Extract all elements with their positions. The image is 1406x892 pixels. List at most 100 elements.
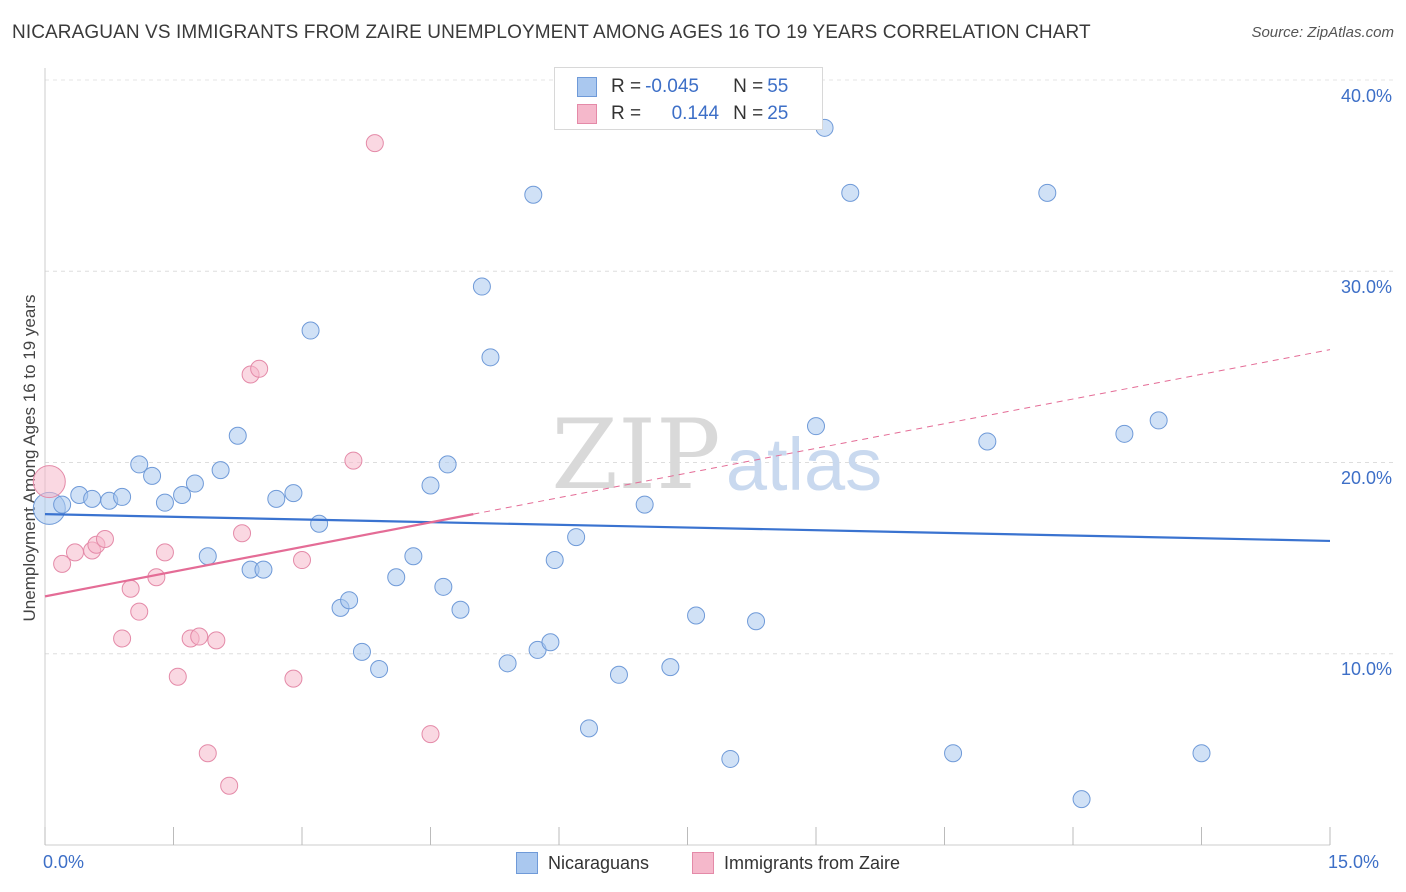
point-zaire[interactable] [250,359,269,378]
point-zaire[interactable] [233,524,252,543]
point-nicaraguans[interactable] [185,474,204,493]
point-nicaraguans[interactable] [481,348,500,367]
point-nicaraguans[interactable] [635,495,654,514]
point-nicaraguans[interactable] [370,660,389,679]
series-legend: Nicaraguans Immigrants from Zaire [0,852,1406,878]
n-label: N = [733,76,764,97]
point-zaire[interactable] [65,543,84,562]
legend-swatch-blue [516,852,538,874]
y-tick-label-20: 20.0% [1340,468,1392,488]
point-nicaraguans[interactable] [228,426,247,445]
point-zaire[interactable] [95,530,114,548]
point-nicaraguans[interactable] [387,568,406,587]
chart-title: NICARAGUAN VS IMMIGRANTS FROM ZAIRE UNEM… [12,22,1091,43]
point-nicaraguans[interactable] [155,493,174,512]
point-nicaraguans[interactable] [841,183,860,202]
point-nicaraguans[interactable] [944,744,963,763]
point-nicaraguans[interactable] [284,484,303,503]
point-zaire[interactable] [207,631,226,650]
stats-legend-row-zaire: R = 0.144 N = 25 [577,102,788,126]
trend-line-zaire [44,513,474,598]
point-zaire[interactable] [293,551,311,570]
point-nicaraguans[interactable] [198,547,217,566]
point-nicaraguans[interactable] [567,528,586,547]
point-nicaraguans[interactable] [130,455,149,474]
point-nicaraguans[interactable] [1149,411,1168,430]
point-nicaraguans[interactable] [421,476,440,495]
point-nicaraguans[interactable] [1115,424,1134,443]
point-zaire[interactable] [421,725,440,744]
point-nicaraguans[interactable] [541,633,560,652]
point-zaire[interactable] [168,667,187,686]
y-tick-label-10: 10.0% [1340,659,1392,679]
y-tick-label-30: 30.0% [1340,277,1392,297]
legend-item-nicaraguans[interactable]: Nicaraguans [516,852,649,874]
point-nicaraguans[interactable] [438,455,457,474]
r-label: R = [611,76,642,97]
n-value: 55 [767,76,789,97]
point-zaire[interactable] [220,776,239,795]
legend-swatch-pink [577,104,597,124]
point-nicaraguans[interactable] [301,321,320,340]
point-zaire[interactable] [284,669,303,688]
y-tick-label-40: 40.0% [1340,86,1392,106]
point-nicaraguans[interactable] [687,606,706,625]
point-nicaraguans[interactable] [1072,790,1091,809]
point-zaire[interactable] [32,465,66,499]
point-nicaraguans[interactable] [609,665,628,684]
trend-lines [44,349,1331,598]
point-zaire[interactable] [198,744,217,763]
point-zaire[interactable] [130,602,149,621]
trend-line-nicaraguans [44,513,1331,543]
point-nicaraguans[interactable] [340,591,359,610]
point-nicaraguans[interactable] [498,654,517,673]
point-nicaraguans[interactable] [661,658,680,677]
point-nicaraguans[interactable] [747,612,766,631]
point-zaire[interactable] [365,134,384,153]
point-zaire[interactable] [113,629,132,648]
stats-legend: R = -0.045 N = 55 R = 0.144 N = 25 [554,67,823,130]
point-nicaraguans[interactable] [524,185,543,204]
point-nicaraguans[interactable] [254,560,273,579]
point-nicaraguans[interactable] [451,600,470,619]
stats-legend-row-nicaraguans: R = -0.045 N = 55 [577,75,788,99]
point-nicaraguans[interactable] [83,489,102,508]
source-label: Source: ZipAtlas.com [1251,24,1394,41]
point-zaire[interactable] [190,627,209,646]
x-tick-label-min: 0.0% [43,852,85,872]
legend-label-zaire: Immigrants from Zaire [724,852,901,873]
point-nicaraguans[interactable] [404,547,423,566]
point-nicaraguans[interactable] [143,466,162,485]
point-nicaraguans[interactable] [173,486,192,505]
legend-swatch-blue [577,77,597,97]
r-value: -0.045 [645,76,699,97]
r-value: 0.144 [671,103,720,124]
point-nicaraguans[interactable] [310,514,329,533]
point-nicaraguans[interactable] [978,432,997,451]
point-nicaraguans[interactable] [267,489,286,508]
point-nicaraguans[interactable] [807,417,825,436]
point-nicaraguans[interactable] [211,461,230,480]
point-nicaraguans[interactable] [53,495,72,514]
point-nicaraguans[interactable] [1192,744,1211,763]
trend-line-zaire-extension [473,349,1331,515]
legend-item-zaire[interactable]: Immigrants from Zaire [692,852,900,874]
point-nicaraguans[interactable] [352,642,371,661]
legend-swatch-pink [692,852,714,874]
point-nicaraguans[interactable] [472,277,491,296]
n-value: 25 [767,103,789,124]
point-nicaraguans[interactable] [113,487,132,506]
point-nicaraguans[interactable] [545,551,564,570]
point-nicaraguans[interactable] [721,749,740,768]
watermark-zip: ZIP [551,399,720,511]
point-nicaraguans[interactable] [1038,183,1057,202]
watermark-atlas: atlas [726,423,882,506]
point-zaire[interactable] [155,543,174,562]
point-nicaraguans[interactable] [579,719,598,738]
point-zaire[interactable] [53,554,72,573]
point-nicaraguans[interactable] [434,577,453,596]
watermark: ZIP atlas [551,399,882,511]
point-zaire[interactable] [344,451,363,470]
point-zaire[interactable] [121,579,140,598]
